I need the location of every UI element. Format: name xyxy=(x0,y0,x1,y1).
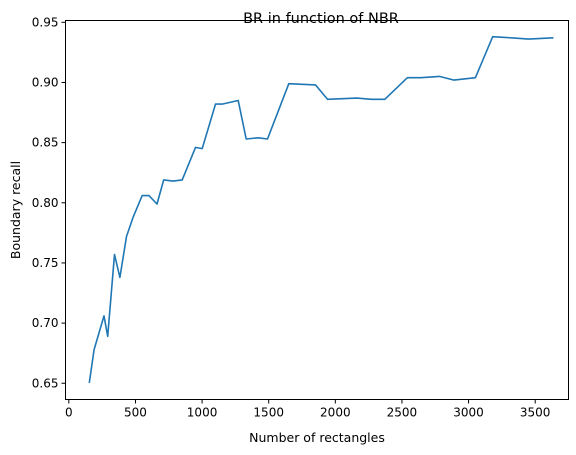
y-tick-label: 0.70 xyxy=(32,316,59,330)
y-tick-label: 0.85 xyxy=(32,136,59,150)
chart-title: BR in function of NBR xyxy=(243,11,399,27)
x-tick-label: 2500 xyxy=(387,406,418,420)
x-tick-label: 3500 xyxy=(520,406,551,420)
x-axis-label: Number of rectangles xyxy=(249,430,385,445)
x-tick-label: 1500 xyxy=(253,406,284,420)
x-tick-label: 1000 xyxy=(187,406,218,420)
x-tick-label: 2000 xyxy=(320,406,351,420)
y-axis: 0.65 0.70 0.75 0.80 0.85 0.90 0.95 xyxy=(32,15,66,390)
plot-frame xyxy=(65,20,569,400)
x-tick-label: 500 xyxy=(124,406,147,420)
y-tick-label: 0.90 xyxy=(32,75,59,89)
x-tick-label: 0 xyxy=(65,406,73,420)
y-tick-label: 0.95 xyxy=(32,15,59,29)
x-tick-label: 3000 xyxy=(453,406,484,420)
y-axis-label: Boundary recall xyxy=(8,161,23,259)
y-tick-label: 0.75 xyxy=(32,256,59,270)
y-tick-label: 0.65 xyxy=(32,376,59,390)
boundary-recall-line xyxy=(88,35,554,384)
y-tick-label: 0.80 xyxy=(32,196,59,210)
x-axis: 0 500 1000 1500 2000 2500 3000 3500 xyxy=(65,399,551,420)
